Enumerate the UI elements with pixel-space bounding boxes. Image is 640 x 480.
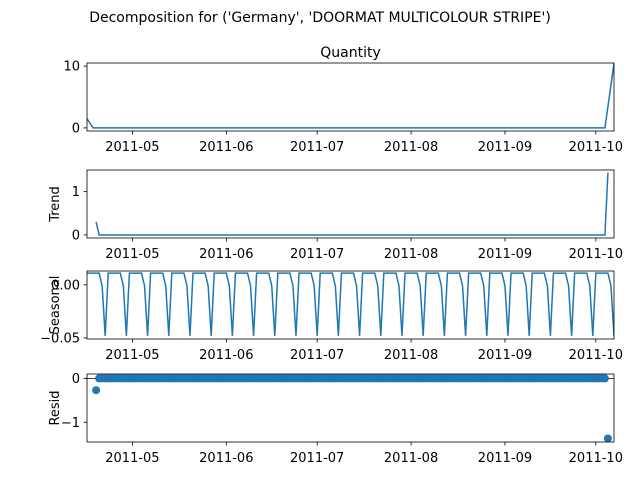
resid-xtick-label: 2011-05 xyxy=(105,451,159,466)
panel-resid: 0 −1 2011-05 2011-06 2011-07 2011-08 2011-09 20… xyxy=(48,372,623,466)
trend-line xyxy=(95,172,609,236)
seasonal-xtick-label: 2011-10 xyxy=(569,348,623,363)
observed-xtick-label: 2011-05 xyxy=(105,140,159,155)
seasonal-ytick-label: 0.00 xyxy=(51,278,80,293)
trend-ytick-label: 1 xyxy=(72,185,80,200)
observed-ytick-label: 10 xyxy=(63,60,80,75)
resid-point xyxy=(600,374,609,383)
trend-xtick-label: 2011-08 xyxy=(384,247,438,262)
resid-frame xyxy=(86,373,615,443)
observed-xtick-label: 2011-09 xyxy=(478,140,532,155)
seasonal-xtick-label: 2011-06 xyxy=(199,348,253,363)
observed-title: Quantity xyxy=(320,45,381,61)
trend-ylabel: Trend xyxy=(48,186,63,223)
trend-xtick-label: 2011-05 xyxy=(105,247,159,262)
resid-ytick-label: −1 xyxy=(61,416,80,431)
resid-xtick-label: 2011-08 xyxy=(384,451,438,466)
figure-suptitle: Decomposition for ('Germany', 'DOORMAT M… xyxy=(89,10,551,26)
seasonal-xtick-label: 2011-08 xyxy=(384,348,438,363)
observed-xtick-label: 2011-06 xyxy=(199,140,253,155)
panel-observed: 0 10 2011-05 2011-06 2011-07 2011-08 2011-09 20… xyxy=(63,45,623,155)
seasonal-ylabel: Seasonal xyxy=(48,276,63,335)
resid-xtick-label: 2011-06 xyxy=(199,451,253,466)
seasonal-xtick-label: 2011-07 xyxy=(290,348,344,363)
trend-series xyxy=(95,172,609,236)
trend-xtick-label: 2011-09 xyxy=(478,247,532,262)
resid-point xyxy=(92,386,101,395)
panel-seasonal: 0.00 −0.05 2011-05 2011-06 2011-07 2011-08 201… xyxy=(40,270,623,363)
trend-ytick-label: 0 xyxy=(72,228,80,243)
resid-xtick-label: 2011-07 xyxy=(290,451,344,466)
resid-xtick-label: 2011-09 xyxy=(478,451,532,466)
trend-frame xyxy=(86,169,615,239)
observed-ytick-label: 0 xyxy=(72,121,80,136)
resid-ytick-label: 0 xyxy=(72,372,80,387)
resid-point xyxy=(603,434,612,442)
seasonal-xtick-label: 2011-05 xyxy=(105,348,159,363)
observed-xtick-label: 2011-08 xyxy=(384,140,438,155)
trend-xtick-label: 2011-10 xyxy=(569,247,623,262)
observed-frame xyxy=(86,62,615,132)
observed-xtick-label: 2011-07 xyxy=(290,140,344,155)
resid-series xyxy=(87,374,614,442)
seasonal-xtick-label: 2011-09 xyxy=(478,348,532,363)
observed-series xyxy=(87,63,614,129)
trend-xtick-label: 2011-06 xyxy=(199,247,253,262)
seasonal-frame xyxy=(86,270,615,340)
resid-ylabel: Resid xyxy=(48,390,63,425)
seasonal-series xyxy=(87,272,614,336)
seasonal-ytick-label: −0.05 xyxy=(40,331,80,346)
seasonal-line xyxy=(87,272,614,336)
observed-xtick-label: 2011-10 xyxy=(569,140,623,155)
resid-xtick-label: 2011-10 xyxy=(569,451,623,466)
trend-xtick-label: 2011-07 xyxy=(290,247,344,262)
panel-trend: 0 1 2011-05 2011-06 2011-07 2011-08 2011-09 201… xyxy=(48,169,623,262)
observed-line xyxy=(87,63,614,129)
